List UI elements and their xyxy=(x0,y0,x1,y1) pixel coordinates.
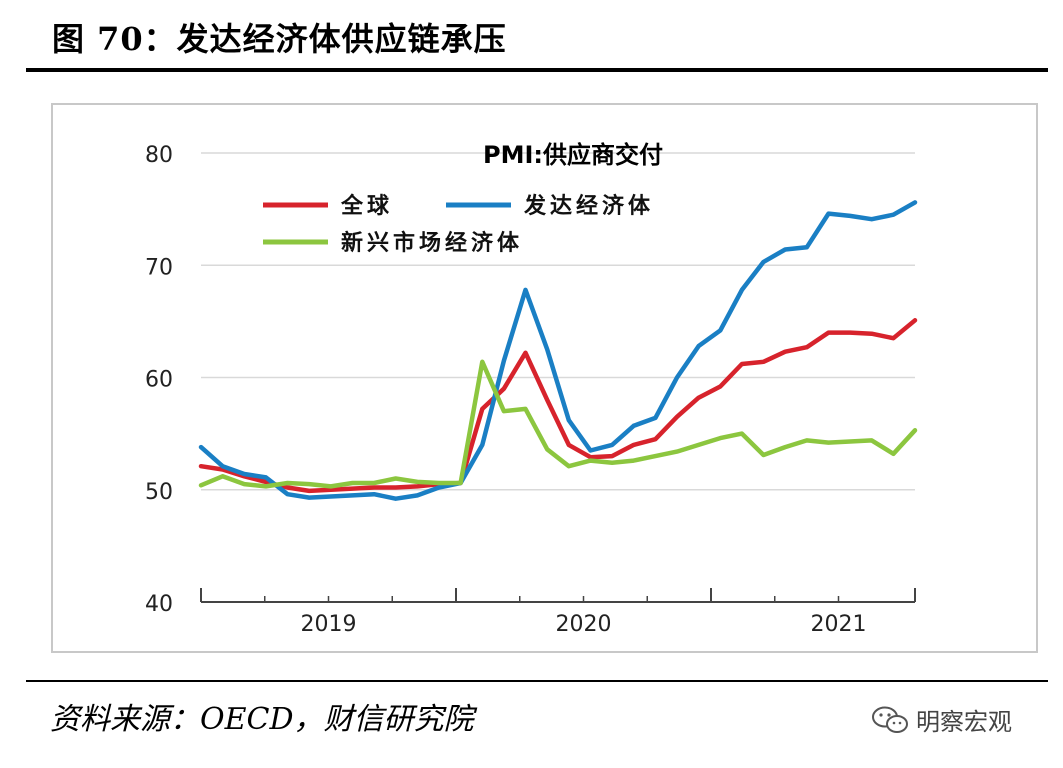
grid-lines xyxy=(201,152,915,491)
page-title: 图 70：发达经济体供应链承压 xyxy=(52,20,507,58)
legend-label-2: 新兴市场经济体 xyxy=(341,230,523,256)
watermark-text: 明察宏观 xyxy=(916,708,1012,736)
y-tick-label-60: 60 xyxy=(145,368,173,393)
source-rule xyxy=(26,680,1048,682)
x-tick-label-2020: 2020 xyxy=(556,612,612,637)
y-tick-label-70: 70 xyxy=(145,255,173,280)
source-note: 资料来源：OECD，财信研究院 xyxy=(50,702,474,737)
y-tick-label-40: 40 xyxy=(145,592,173,617)
watermark: 明察宏观 xyxy=(870,702,1012,741)
series-lines xyxy=(198,200,918,501)
legend-label-0: 全球 xyxy=(340,193,393,219)
y-tick-label-80: 80 xyxy=(145,143,173,168)
chart-frame: 40 50 60 70 80 2019 2020 2021 PMI:供应商交付 全球 发达经济体… xyxy=(51,103,1038,653)
pmi-line-chart: 40 50 60 70 80 2019 2020 2021 PMI:供应商交付 全球 发达经济体… xyxy=(145,141,918,637)
legend-label-1: 发达经济体 xyxy=(523,193,654,219)
y-tick-label-50: 50 xyxy=(145,480,173,505)
wechat-icon xyxy=(870,705,910,741)
title-underline xyxy=(26,68,1048,72)
series-line-0 xyxy=(198,318,918,494)
series-line-2 xyxy=(198,359,918,489)
chart-title: PMI:供应商交付 xyxy=(483,141,663,169)
series-line-1 xyxy=(198,200,918,501)
axes: 40 50 60 70 80 2019 2020 2021 xyxy=(145,143,916,637)
x-tick-label-2019: 2019 xyxy=(301,612,357,637)
x-tick-label-2021: 2021 xyxy=(811,612,867,637)
